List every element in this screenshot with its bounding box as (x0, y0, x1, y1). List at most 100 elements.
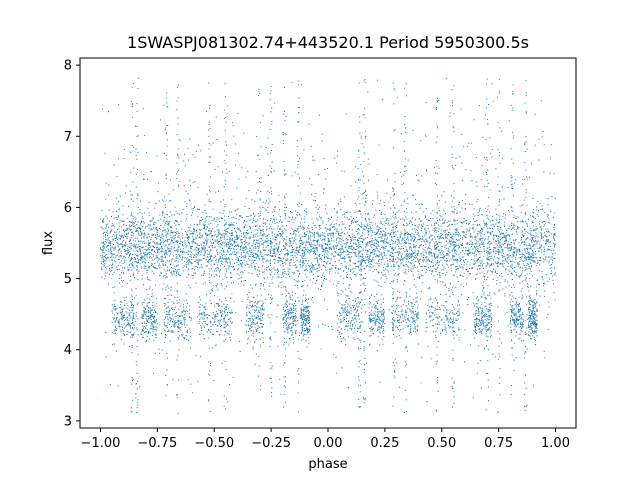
data-point (543, 258, 544, 260)
data-point (341, 221, 343, 223)
data-point (332, 246, 334, 248)
data-point (108, 283, 110, 285)
data-point (195, 246, 197, 248)
data-point (463, 256, 465, 258)
data-point (227, 231, 229, 233)
data-point (361, 260, 363, 262)
data-point (267, 314, 269, 316)
data-point (406, 222, 408, 224)
data-point (176, 228, 177, 230)
data-point (463, 235, 465, 237)
data-point (546, 249, 548, 251)
data-point (241, 239, 243, 241)
data-point (177, 221, 179, 223)
data-point (220, 258, 222, 260)
data-point (337, 295, 339, 297)
data-point (223, 258, 225, 260)
data-point (188, 250, 190, 252)
data-point (168, 250, 170, 252)
data-point (185, 190, 187, 192)
data-point (117, 238, 119, 240)
data-point (284, 243, 286, 245)
data-point (530, 246, 532, 248)
data-point (495, 240, 497, 242)
data-point (111, 216, 112, 217)
data-point (349, 245, 351, 247)
data-point (149, 245, 151, 247)
data-point (441, 237, 443, 239)
data-point (397, 274, 399, 276)
data-point (365, 262, 367, 264)
data-point (518, 248, 520, 250)
data-point (417, 276, 419, 278)
data-point (458, 247, 460, 248)
data-point (544, 224, 545, 226)
data-point (169, 264, 171, 266)
data-point (397, 290, 399, 292)
data-point (468, 230, 470, 232)
data-point (118, 228, 120, 230)
data-point (243, 250, 245, 252)
data-point (344, 243, 346, 245)
data-point (156, 231, 158, 233)
data-point (516, 254, 518, 256)
data-point (141, 247, 143, 249)
data-point (525, 220, 527, 222)
data-point (386, 242, 388, 243)
data-point (469, 203, 471, 205)
data-point (531, 221, 533, 223)
data-point (489, 252, 491, 254)
data-point (444, 268, 446, 270)
data-point (493, 263, 495, 265)
data-point (524, 241, 525, 243)
data-point (296, 259, 298, 261)
data-point (304, 248, 306, 250)
data-point (141, 258, 143, 260)
data-point (375, 209, 377, 211)
data-point (342, 278, 344, 280)
data-point (526, 257, 528, 259)
data-point (216, 240, 218, 242)
data-point (326, 243, 328, 245)
data-point (417, 253, 419, 255)
data-point (214, 276, 216, 278)
data-point (216, 242, 218, 244)
data-point (244, 324, 246, 326)
data-point (308, 260, 310, 262)
data-point (527, 256, 529, 258)
data-point (258, 247, 260, 249)
data-point (232, 224, 234, 226)
data-point (221, 234, 223, 236)
data-point (262, 230, 264, 232)
data-point (265, 249, 267, 251)
data-point (357, 198, 359, 200)
data-point (377, 255, 379, 256)
data-point (137, 238, 139, 240)
data-point (425, 239, 427, 241)
data-point (421, 255, 423, 257)
data-point (213, 257, 215, 259)
data-point (167, 229, 169, 231)
data-point (366, 242, 368, 244)
data-point (308, 228, 310, 229)
data-point (316, 280, 317, 282)
data-point (254, 221, 256, 223)
data-point (488, 218, 490, 220)
data-point (244, 239, 246, 241)
data-point (317, 258, 318, 260)
data-point (356, 273, 358, 275)
data-point (367, 158, 369, 160)
data-point (301, 218, 303, 220)
data-point (434, 253, 436, 255)
data-point (202, 258, 204, 260)
data-point (387, 271, 389, 273)
data-point (163, 268, 165, 270)
data-point (505, 214, 506, 216)
data-point (425, 102, 427, 104)
data-point (110, 246, 112, 248)
data-point (166, 276, 168, 278)
data-point (397, 230, 399, 232)
data-point (211, 247, 213, 249)
data-point (200, 216, 202, 218)
data-point (441, 250, 443, 252)
